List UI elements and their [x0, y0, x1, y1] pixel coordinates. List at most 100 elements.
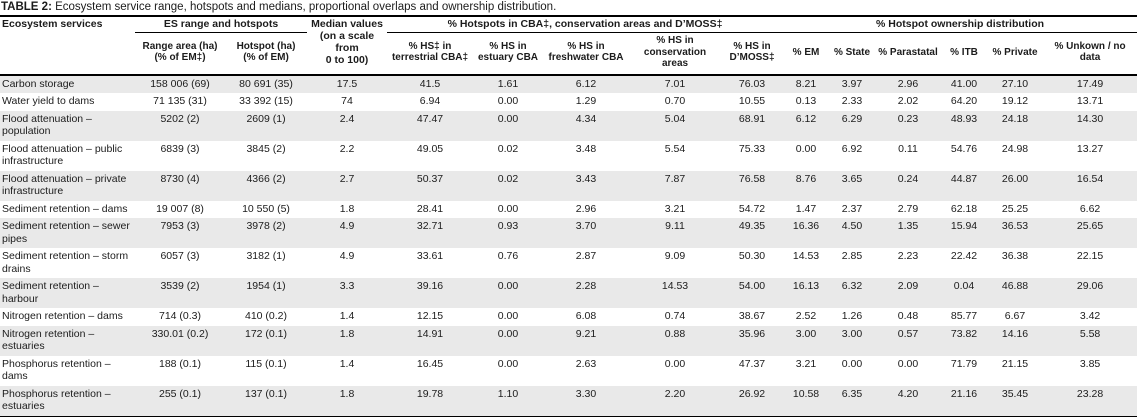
cell: 0.00 [897, 357, 919, 370]
cell: 188 (0.1) [158, 357, 202, 370]
table-caption: TABLE 2: Ecosystem service range, hotspo… [0, 0, 1137, 17]
cell: 410 (0.2) [244, 310, 288, 322]
cell: 8.76 [795, 172, 817, 185]
service-name: Carbon storage [2, 77, 75, 90]
cell: 21.15 [1001, 357, 1029, 370]
cell: 64.20 [950, 95, 978, 107]
cell: 6.92 [841, 142, 863, 155]
table-row: Carbon storage 158 006 (69) 80 691 (35) 17.… [0, 74, 1137, 93]
cell: 0.02 [497, 142, 519, 155]
cell: 13.71 [1076, 95, 1104, 107]
cell: 24.18 [1001, 112, 1029, 125]
cell: 2.63 [575, 357, 597, 370]
cell: 4.34 [575, 112, 597, 125]
cell: 137 (0.1) [244, 387, 288, 400]
cell: 14.91 [416, 327, 444, 340]
cell: 2.96 [575, 202, 597, 215]
cell: 2.33 [841, 95, 863, 107]
cell: 44.87 [950, 172, 978, 185]
cell: 2.20 [664, 387, 686, 400]
table-row: Sediment retention – sewer pipes 7953 (3)… [0, 218, 1137, 248]
cell: 0.00 [497, 280, 519, 292]
cell: 1.4 [339, 357, 355, 370]
cell: 21.16 [950, 387, 978, 400]
header-group-es-range: ES range and hotspots [135, 17, 308, 33]
header-ecosystem-services: Ecosystem services [0, 17, 135, 76]
cell: 14.30 [1076, 112, 1104, 125]
table-row: Phosphorus retention – estuaries 255 (0.1… [0, 385, 1137, 416]
cell: 3.3 [339, 280, 355, 292]
cell: 1.8 [339, 202, 355, 215]
header-hs-terrestrial-cba: % HS‡ in terrestrial CBA‡ [387, 32, 474, 76]
cell: 2.23 [897, 250, 919, 262]
cell: 0.48 [897, 310, 919, 322]
cell: 5202 (2) [160, 112, 200, 125]
cell: 0.24 [897, 172, 919, 185]
cell: 36.38 [1001, 250, 1029, 262]
header-pct-unknown: % Unkown / no data [1043, 32, 1137, 76]
header-sub-row: Range area (ha) (% of EM‡) Hotspot (ha) … [0, 32, 1137, 76]
cell: 28.41 [416, 202, 444, 215]
cell: 35.96 [738, 327, 766, 340]
table-row: Flood attenuation – public infrastructur… [0, 141, 1137, 171]
service-name: Phosphorus retention – dams [2, 357, 111, 383]
cell: 73.82 [950, 327, 978, 340]
cell: 39.16 [416, 280, 444, 292]
cell: 2.79 [897, 202, 919, 215]
header-range-area: Range area (ha) (% of EM‡) [135, 32, 225, 76]
cell: 14.53 [661, 280, 689, 292]
cell: 0.00 [497, 310, 519, 322]
cell: 46.88 [1001, 280, 1029, 292]
cell: 6.62 [1079, 202, 1101, 215]
cell: 0.11 [898, 142, 918, 155]
service-name: Flood attenuation – public infrastructur… [2, 142, 123, 168]
cell: 1.26 [841, 310, 863, 322]
cell: 0.00 [841, 357, 863, 370]
cell: 33.61 [416, 250, 444, 262]
table-row: Flood attenuation – population 5202 (2) 26… [0, 110, 1137, 141]
header-pct-parastatal: % Parastatal [875, 32, 942, 76]
cell: 16.54 [1076, 172, 1104, 185]
cell: 0.88 [664, 327, 686, 340]
cell: 0.00 [664, 357, 686, 370]
cell: 3539 (2) [160, 280, 200, 292]
cell: 3.21 [795, 357, 817, 370]
service-name: Sediment retention – storm drains [2, 250, 129, 275]
cell: 0.13 [795, 95, 817, 107]
header-group-row: Ecosystem services ES range and hotspots… [0, 17, 1137, 76]
cell: 6.08 [575, 310, 597, 322]
cell: 2.96 [897, 77, 919, 90]
cell: 2.02 [897, 95, 919, 107]
header-median-values: Median values (on a scale from 0 to 100) [307, 17, 388, 76]
cell: 35.45 [1001, 387, 1029, 400]
cell: 8.21 [795, 77, 817, 90]
cell: 4.9 [339, 220, 355, 232]
service-name: Flood attenuation – population [2, 112, 92, 138]
cell: 172 (0.1) [244, 327, 288, 340]
cell: 6.32 [841, 280, 863, 292]
table-row: Nitrogen retention – estuaries 330.01 (0.… [0, 325, 1137, 356]
header-pct-em: % EM [783, 32, 830, 76]
cell: 3.70 [575, 220, 597, 232]
cell: 19.12 [1001, 95, 1029, 107]
cell: 41.00 [950, 77, 978, 90]
header-group-hotspots-cba: % Hotspots in CBA‡, conservation areas a… [387, 17, 784, 33]
cell: 6.94 [419, 95, 441, 107]
cell: 19 007 (8) [156, 202, 204, 215]
header-group-ownership: % Hotspot ownership distribution [783, 17, 1137, 33]
cell: 0.93 [497, 220, 519, 232]
cell: 29.06 [1076, 280, 1104, 292]
cell: 54.00 [738, 280, 766, 292]
cell: 71.79 [950, 357, 978, 370]
cell: 2.4 [339, 112, 355, 125]
cell: 6.67 [1004, 310, 1026, 322]
header-pct-private: % Private [987, 32, 1044, 76]
cell: 2609 (1) [246, 112, 286, 125]
cell: 1.8 [339, 327, 355, 340]
cell: 19.78 [416, 387, 444, 400]
cell: 0.76 [497, 250, 519, 262]
cell: 50.37 [416, 172, 444, 185]
cell: 16.45 [416, 357, 444, 370]
cell: 6.35 [841, 387, 863, 400]
cell: 50.30 [738, 250, 766, 262]
